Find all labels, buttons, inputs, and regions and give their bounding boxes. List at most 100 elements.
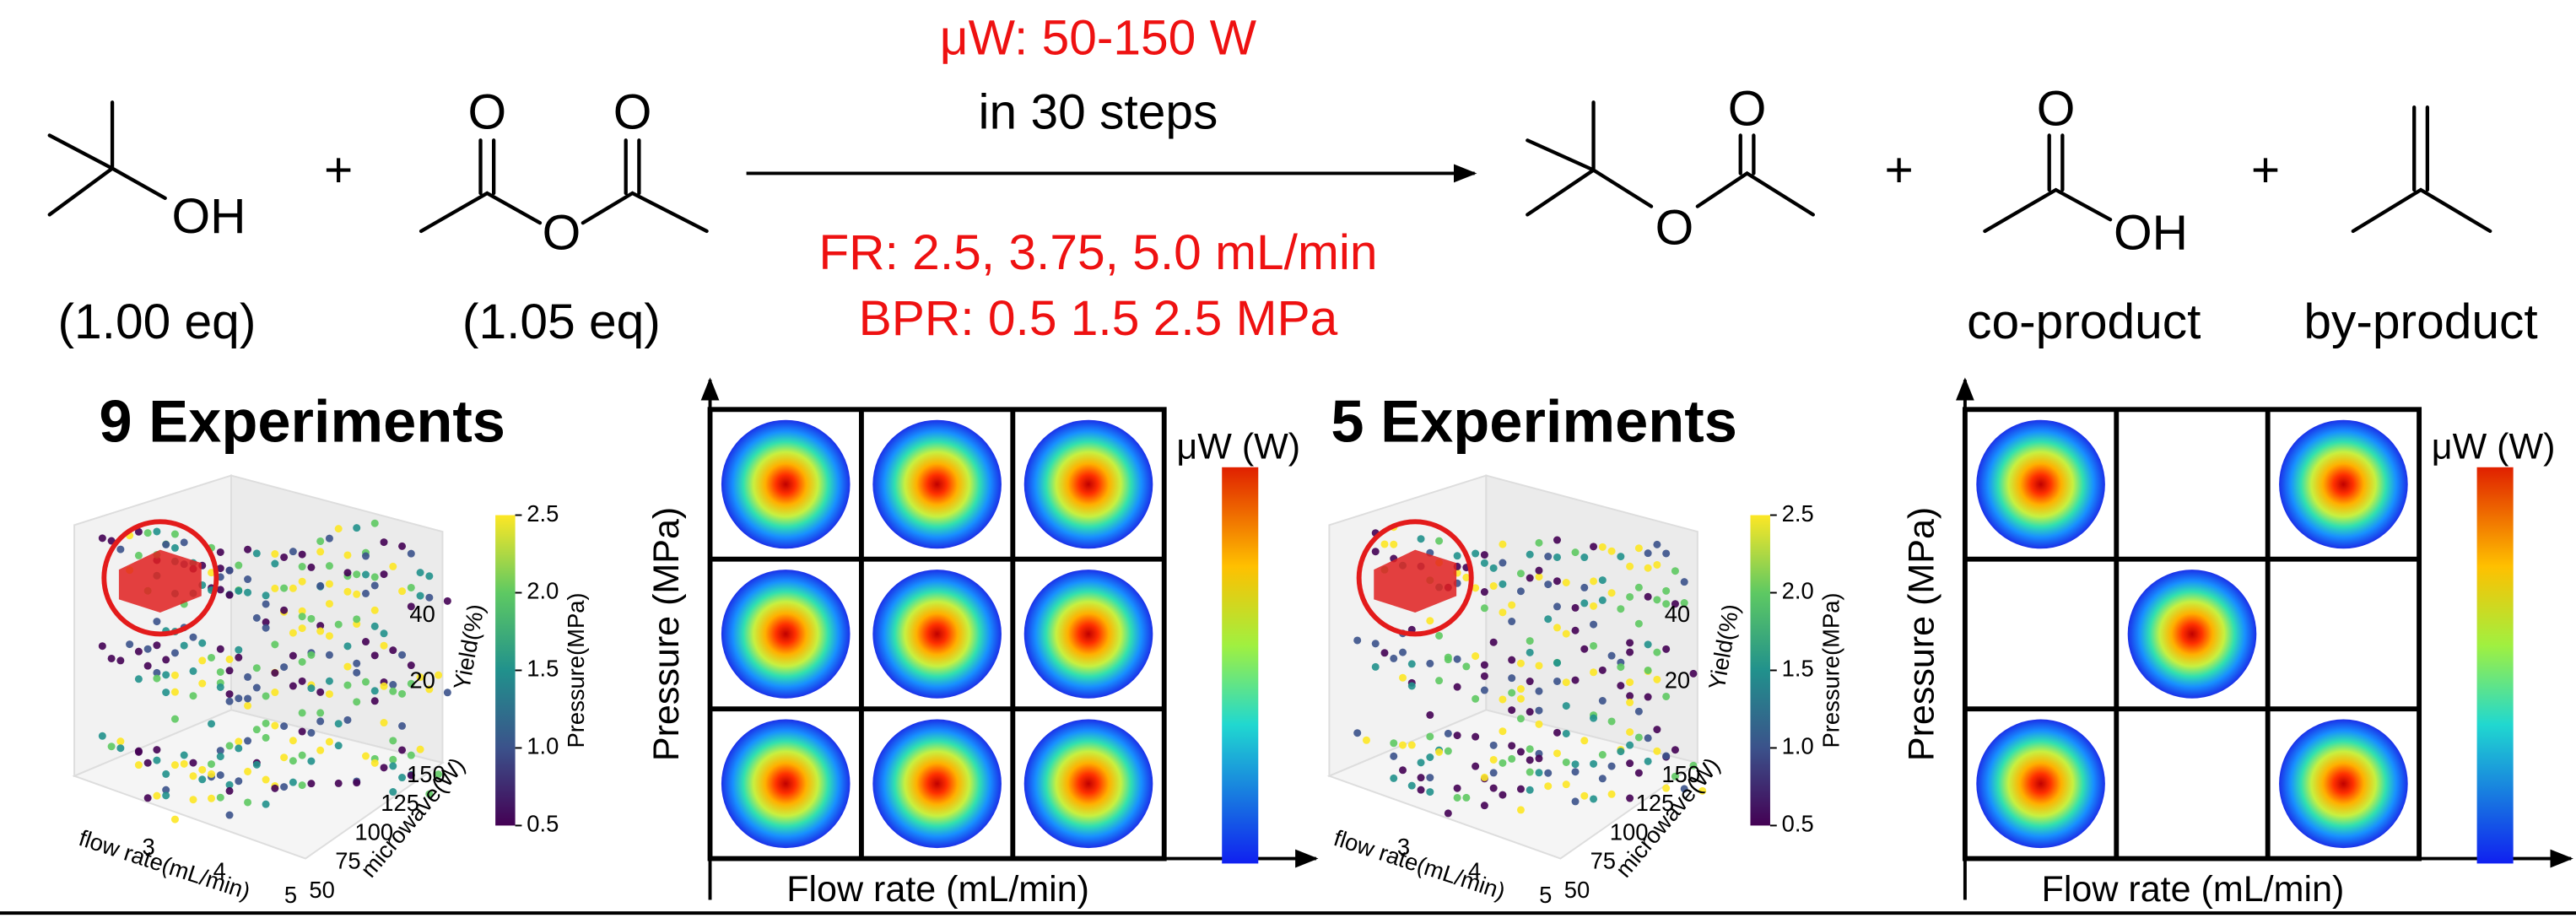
- scatter-decor: [1572, 760, 1580, 768]
- scatter-decor: [326, 738, 333, 746]
- scatter-decor: [235, 777, 242, 785]
- scatter-decor: [244, 737, 251, 745]
- experiment-point: [1976, 720, 2105, 849]
- scatter-decor: [307, 684, 315, 692]
- scatter-decor: [262, 591, 270, 599]
- scatter-decor: [1526, 769, 1534, 776]
- scatter-decor: [316, 688, 324, 696]
- scatter-decor: [217, 548, 224, 556]
- scatter-decor: [153, 757, 160, 764]
- scatter-decor: [1553, 624, 1561, 631]
- experiment-point: [1024, 570, 1153, 699]
- scatter-decor: [1535, 721, 1542, 728]
- scatter-decor: [316, 747, 324, 754]
- scatter-decor: [1526, 678, 1534, 685]
- scatter-decor: [381, 570, 388, 578]
- scatter-decor: [226, 742, 234, 749]
- scatter-decor: [1572, 797, 1580, 805]
- scatter-decor: [1635, 770, 1643, 777]
- scatter-decor: [1426, 732, 1434, 740]
- scatter-decor: [162, 541, 170, 548]
- scatter-decor: [326, 580, 333, 588]
- scatter-decor: [1353, 729, 1361, 737]
- scatter-decor: [1535, 754, 1542, 762]
- scatter-decor: [1499, 695, 1506, 703]
- atom-label: O: [2037, 82, 2076, 137]
- scatter-decor: [1408, 782, 1416, 790]
- scatter-decor: [1418, 759, 1425, 766]
- scatter-decor: [1508, 656, 1515, 664]
- scatter-decor: [299, 781, 306, 789]
- tick-label: 5: [284, 882, 297, 908]
- scatter-decor: [208, 795, 215, 802]
- scatter-decor: [280, 722, 288, 730]
- scatter-decor: [189, 667, 197, 675]
- scatter-decor: [1644, 640, 1652, 648]
- scatter-decor: [1490, 582, 1498, 590]
- scatter-decor: [1608, 791, 1616, 798]
- scatter-decor: [1653, 596, 1661, 603]
- scatter-decor: [144, 662, 152, 670]
- scatter-decor: [162, 770, 170, 778]
- scatter-decor: [126, 640, 133, 648]
- scatter-decor: [1526, 551, 1534, 559]
- scatter-decor: [144, 794, 152, 802]
- tick-label: 40: [409, 601, 435, 627]
- scatter-decor: [244, 768, 251, 775]
- scatter-decor: [1626, 678, 1634, 686]
- scatter-decor: [1553, 577, 1561, 585]
- scatter-decor: [1462, 662, 1470, 670]
- scatter-decor: [271, 560, 278, 568]
- scatter-decor: [1599, 751, 1607, 759]
- scatter-decor: [217, 794, 224, 802]
- axis-label: Pressure(MPa): [1818, 592, 1844, 748]
- scatter-decor: [217, 683, 224, 691]
- scatter-decor: [316, 709, 324, 716]
- scatter-decor: [1445, 748, 1452, 755]
- scatter-decor: [1535, 769, 1542, 776]
- scatter-decor: [398, 746, 406, 753]
- scatter-decor: [1617, 605, 1624, 613]
- scatter-decor: [1662, 645, 1670, 653]
- scatter-decor: [398, 774, 406, 781]
- scatter-decor: [1390, 775, 1397, 782]
- scatter-decor: [299, 728, 306, 736]
- scatter-decor: [1635, 733, 1643, 741]
- scatter-decor: [244, 694, 251, 702]
- scatter-decor: [299, 563, 306, 570]
- scatter-decor: [381, 538, 388, 546]
- scatter-decor: [244, 546, 251, 554]
- scatter-decor: [1590, 543, 1597, 550]
- scatter-decor: [1499, 727, 1506, 735]
- scatter-decor: [1535, 662, 1542, 669]
- scatter-decor: [389, 688, 397, 695]
- scatter-decor: [1481, 802, 1488, 809]
- tick-label: 20: [409, 667, 435, 693]
- scatter-decor: [271, 721, 278, 729]
- atom-label: OH: [2114, 205, 2188, 260]
- scatter-decor: [244, 673, 251, 681]
- scatter-decor: [1563, 759, 1570, 766]
- scatter-decor: [417, 592, 424, 600]
- scatter-decor: [371, 651, 379, 659]
- scatter-decor: [116, 656, 124, 664]
- scatter-decor: [171, 649, 179, 656]
- structure-acoh: [1985, 135, 2110, 230]
- scatter-decor: [1445, 730, 1452, 737]
- scatter-decor: [343, 588, 351, 596]
- scatter-decor: [99, 732, 106, 740]
- scatter-decor: [244, 575, 251, 583]
- scatter-decor: [1399, 742, 1407, 749]
- scatter-decor: [226, 667, 234, 674]
- scatter-decor: [144, 645, 152, 653]
- experiment-point: [872, 570, 1002, 699]
- tick-label: 5: [1539, 882, 1552, 908]
- scatter-decor: [326, 600, 333, 608]
- scatter-decor: [226, 690, 234, 698]
- scatter-decor: [1372, 663, 1380, 671]
- scatter-decor: [1454, 683, 1461, 691]
- scatter-decor: [244, 702, 251, 710]
- scatter-decor: [289, 548, 297, 555]
- scatter-decor: [1399, 674, 1407, 682]
- scatter-decor: [353, 570, 360, 578]
